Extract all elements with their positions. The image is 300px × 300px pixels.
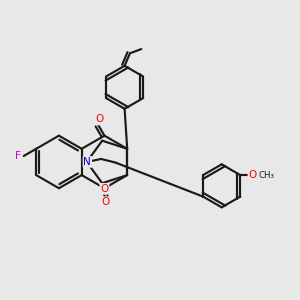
Text: CH₃: CH₃ xyxy=(258,171,274,180)
Text: N: N xyxy=(83,157,91,167)
Text: O: O xyxy=(248,170,257,180)
Text: O: O xyxy=(100,184,109,194)
Text: O: O xyxy=(95,114,103,124)
Text: F: F xyxy=(15,151,21,161)
Text: O: O xyxy=(101,197,109,207)
